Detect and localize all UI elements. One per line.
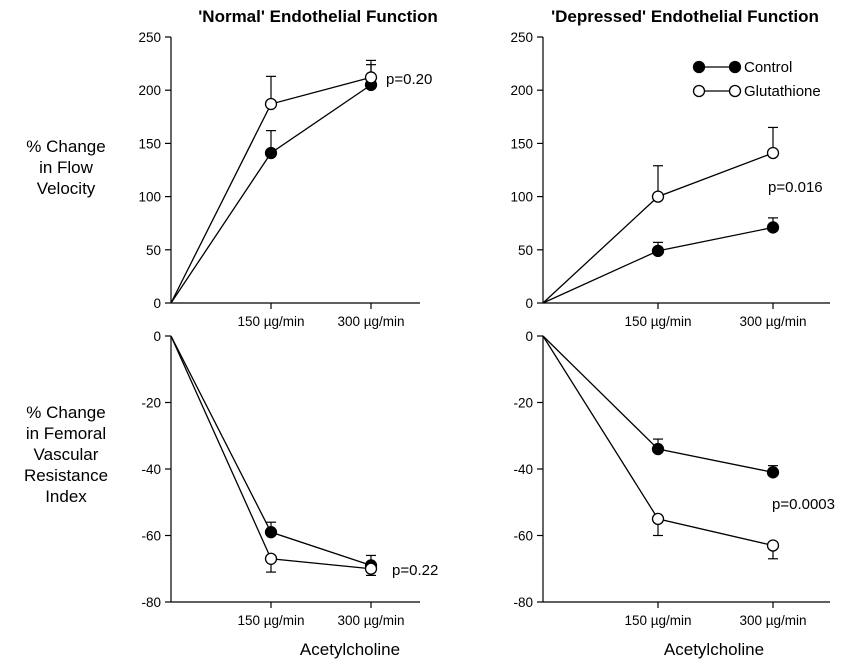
y-tick-label: 100 — [138, 190, 161, 205]
point-control — [766, 221, 780, 234]
y-tick-label: 50 — [518, 243, 533, 258]
p-value-annotation: p=0.0003 — [772, 496, 835, 513]
y-tick-label: 50 — [146, 243, 161, 258]
p-value-annotation: p=0.22 — [392, 562, 438, 579]
side-label-line: % Change — [26, 137, 105, 156]
legend: Control Glutathione — [692, 59, 821, 100]
point-glutathione — [651, 190, 665, 203]
legend-label: Glutathione — [744, 83, 821, 100]
point-control — [651, 442, 665, 456]
y-axis-label-flow-velocity: % Change in Flow Velocity — [26, 137, 105, 198]
side-labels: % Change in Flow Velocity % Change in Femora… — [24, 137, 764, 659]
point-glutathione — [364, 71, 378, 84]
point-glutathione — [651, 512, 665, 526]
y-tick-label: -80 — [141, 595, 161, 610]
x-tick-label: 150 µg/min — [237, 314, 304, 329]
side-label-line: % Change — [26, 403, 105, 422]
point-glutathione — [264, 97, 278, 111]
side-label-line: Velocity — [37, 179, 96, 198]
side-label-line: in Femoral — [26, 424, 106, 443]
y-tick-label: 0 — [153, 296, 161, 311]
legend-marker — [728, 60, 742, 74]
legend-marker — [728, 84, 742, 98]
x-tick-label: 300 µg/min — [337, 314, 404, 329]
x-tick-label: 300 µg/min — [337, 613, 404, 628]
panel-depressed-resistance: -80 -60 -40 -20 0 150 µg/min 300 µg/min p=0.000… — [513, 329, 835, 628]
legend-label: Control — [744, 59, 792, 76]
series-line-glutathione — [170, 76, 372, 304]
point-glutathione — [766, 539, 780, 552]
y-tick-label: -40 — [513, 462, 533, 477]
point-glutathione — [264, 552, 278, 565]
point-glutathione — [364, 562, 378, 575]
y-tick-label: 150 — [510, 136, 533, 151]
y-tick-label: -60 — [513, 529, 533, 544]
y-tick-label: 250 — [510, 30, 533, 45]
y-tick-label: 100 — [510, 190, 533, 205]
panel-normal-resistance: -80 -60 -40 -20 0 150 µg/min 300 µg/min p=0.22 — [141, 329, 438, 628]
y-tick-label: 200 — [138, 83, 161, 98]
panel-depressed-flow: 'Depressed' Endothelial Function 0 50 100 15… — [510, 7, 830, 329]
x-tick-label: 150 µg/min — [237, 613, 304, 628]
point-glutathione — [766, 146, 780, 160]
series-line-control — [170, 84, 372, 304]
panel-title: 'Normal' Endothelial Function — [198, 7, 437, 26]
point-control — [264, 146, 278, 160]
legend-marker — [692, 60, 706, 74]
y-tick-label: 0 — [525, 329, 533, 344]
point-control — [766, 466, 780, 479]
x-tick-label: 150 µg/min — [624, 613, 691, 628]
side-label-line: Vascular — [34, 445, 99, 464]
panel-normal-flow: 'Normal' Endothelial Function 0 50 100 150 20… — [138, 7, 437, 329]
y-tick-label: -80 — [513, 595, 533, 610]
y-tick-label: 250 — [138, 30, 161, 45]
panel-title: 'Depressed' Endothelial Function — [551, 7, 819, 26]
y-axis-label-resistance-index: % Change in Femoral Vascular Resistance Inde… — [24, 403, 108, 506]
x-tick-label: 300 µg/min — [739, 613, 806, 628]
y-tick-label: 200 — [510, 83, 533, 98]
x-axis-label-right: Acetylcholine — [664, 640, 764, 659]
series-line-control — [542, 226, 774, 304]
y-tick-label: -60 — [141, 529, 161, 544]
y-tick-label: -20 — [513, 396, 533, 411]
side-label-line: Resistance — [24, 466, 108, 485]
y-tick-label: -40 — [141, 462, 161, 477]
x-axis-label-left: Acetylcholine — [300, 640, 400, 659]
y-tick-label: 0 — [525, 296, 533, 311]
y-tick-label: 0 — [153, 329, 161, 344]
p-value-annotation: p=0.016 — [768, 179, 823, 196]
p-value-annotation: p=0.20 — [386, 71, 432, 88]
y-tick-label: -20 — [141, 396, 161, 411]
point-control — [264, 526, 278, 539]
x-tick-label: 300 µg/min — [739, 314, 806, 329]
side-label-line: in Flow — [39, 158, 94, 177]
point-control — [651, 244, 665, 258]
x-tick-label: 150 µg/min — [624, 314, 691, 329]
y-tick-label: 150 — [138, 136, 161, 151]
side-label-line: Index — [45, 487, 87, 506]
legend-marker — [692, 84, 706, 98]
chart-panels: 'Normal' Endothelial Function 0 50 100 150 20… — [138, 7, 835, 628]
